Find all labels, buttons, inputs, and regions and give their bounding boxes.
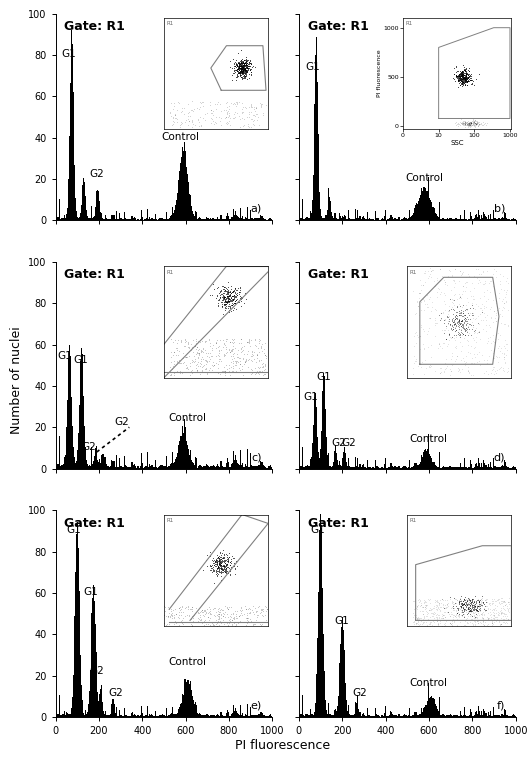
Text: G1: G1 <box>306 62 321 72</box>
Text: PI fluorescence: PI fluorescence <box>235 739 331 752</box>
Text: Control: Control <box>409 434 448 444</box>
Text: d): d) <box>494 452 505 463</box>
Text: e): e) <box>250 701 262 711</box>
Text: Control: Control <box>409 678 448 688</box>
Text: Control: Control <box>405 173 443 183</box>
Text: G1: G1 <box>73 355 88 365</box>
Text: G2: G2 <box>353 688 368 699</box>
Text: G2: G2 <box>81 442 96 452</box>
Text: G1: G1 <box>310 525 325 535</box>
Text: Gate: R1: Gate: R1 <box>307 268 368 282</box>
Text: Control: Control <box>168 658 206 667</box>
Text: Number of nuclei: Number of nuclei <box>10 326 23 435</box>
Text: G2: G2 <box>331 438 346 448</box>
Text: b): b) <box>494 204 505 214</box>
Text: G2: G2 <box>341 438 356 448</box>
Text: Control: Control <box>162 132 200 142</box>
Text: G1: G1 <box>303 393 318 403</box>
Text: G2: G2 <box>89 666 104 676</box>
Text: G1: G1 <box>61 49 76 59</box>
Text: Gate: R1: Gate: R1 <box>64 517 125 530</box>
Text: Gate: R1: Gate: R1 <box>64 20 125 33</box>
Text: G1: G1 <box>317 372 332 382</box>
Text: a): a) <box>250 204 262 214</box>
Text: G1: G1 <box>83 587 98 597</box>
Text: Control: Control <box>168 413 206 423</box>
Text: Gate: R1: Gate: R1 <box>307 20 368 33</box>
Text: G2: G2 <box>108 688 123 699</box>
Text: c): c) <box>251 452 262 463</box>
Text: Gate: R1: Gate: R1 <box>307 517 368 530</box>
Text: G1: G1 <box>335 616 350 626</box>
Text: G2: G2 <box>114 417 129 427</box>
Text: G1: G1 <box>67 525 81 535</box>
Text: G2: G2 <box>89 169 104 179</box>
Text: Gate: R1: Gate: R1 <box>64 268 125 282</box>
Text: f): f) <box>497 701 505 711</box>
Text: G1: G1 <box>57 351 72 361</box>
